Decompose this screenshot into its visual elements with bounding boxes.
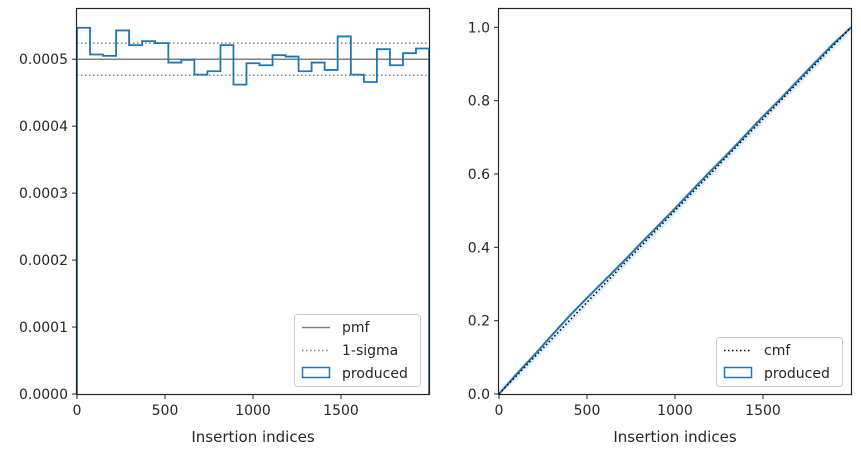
pmf-legend-label: pmf bbox=[342, 320, 371, 336]
pmf-histogram-panel: 0 500 1000 1500 0.00000.00010.00020.00030.0… bbox=[19, 7, 431, 446]
cmf-legend: cmf produced bbox=[716, 337, 843, 387]
cmf-x-tick-label: 0 bbox=[495, 403, 504, 419]
cmf-y-tick-label: 0.4 bbox=[468, 240, 490, 256]
cmf-y-ticks: 0.0 0.2 0.4 0.6 0.8 1.0 bbox=[468, 20, 499, 403]
pmf-y-tick-label: 0.0005 bbox=[19, 52, 68, 68]
cmf-x-axis-label: Insertion indices bbox=[613, 428, 736, 446]
cmf-produced-legend-swatch bbox=[723, 366, 753, 379]
cmf-x-tick-label: 500 bbox=[574, 403, 601, 419]
cmf-y-tick-label: 0.8 bbox=[468, 94, 490, 110]
pmf-x-axis-label: Insertion indices bbox=[191, 428, 314, 446]
cmf-x-ticks: 0 500 1000 1500 bbox=[495, 394, 781, 419]
pmf-legend-box bbox=[294, 314, 421, 387]
cmf-plot-area bbox=[498, 26, 852, 395]
pmf-legend: pmf 1-sigma produced bbox=[294, 314, 421, 387]
cmf-produced-legend-label: produced bbox=[764, 366, 830, 382]
cmf-y-tick-label: 1.0 bbox=[468, 20, 490, 36]
produced-legend-swatch bbox=[301, 366, 331, 379]
cmf-x-tick-label: 1500 bbox=[745, 403, 781, 419]
pmf-y-tick-label: 0.0003 bbox=[19, 186, 68, 202]
pmf-plot-area bbox=[76, 26, 430, 394]
pmf-y-tick-label: 0.0000 bbox=[19, 387, 68, 403]
pmf-y-tick-label: 0.0002 bbox=[19, 253, 68, 269]
cmf-y-tick-label: 0.0 bbox=[468, 387, 490, 403]
pmf-x-tick-label: 500 bbox=[152, 403, 179, 419]
pmf-x-tick-label: 0 bbox=[73, 403, 82, 419]
pmf-x-tick-label: 1000 bbox=[235, 403, 271, 419]
cmf-x-tick-label: 1000 bbox=[657, 403, 693, 419]
pmf-x-tick-label: 1500 bbox=[323, 403, 359, 419]
cmf-line bbox=[498, 26, 852, 395]
produced-cdf-line bbox=[498, 26, 852, 395]
sigma-legend-label: 1-sigma bbox=[342, 343, 398, 359]
cmf-panel: 0 500 1000 1500 0.0 0.2 0.4 0.6 0.8 1.0 Insertio… bbox=[468, 7, 853, 446]
pmf-y-tick-label: 0.0004 bbox=[19, 119, 68, 135]
produced-histogram-step bbox=[76, 26, 430, 394]
pmf-y-tick-label: 0.0001 bbox=[19, 320, 68, 336]
cmf-y-tick-label: 0.2 bbox=[468, 314, 490, 330]
pmf-x-ticks: 0 500 1000 1500 bbox=[73, 394, 359, 419]
cmf-legend-label: cmf bbox=[764, 343, 791, 359]
produced-legend-label: produced bbox=[342, 366, 408, 382]
cmf-y-tick-label: 0.6 bbox=[468, 167, 490, 183]
pmf-y-ticks: 0.0000 0.0001 0.0002 0.0003 0.0004 0.0005 bbox=[19, 52, 77, 403]
